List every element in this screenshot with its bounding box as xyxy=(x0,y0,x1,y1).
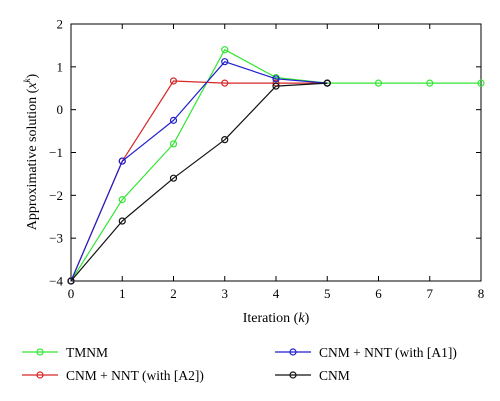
series-line-cnm-nnt-with-a2 xyxy=(70,80,328,282)
data-point-cnm xyxy=(323,79,331,87)
x-tick-label: 5 xyxy=(324,286,331,301)
y-axis-title: Approximative solution (xk) xyxy=(22,73,40,230)
series-cnm-nnt-with-a1 xyxy=(67,58,331,285)
x-axis-title-variable: k xyxy=(298,311,305,326)
x-axis-title: Iteration (k) xyxy=(243,311,310,326)
x-tick-label: 6 xyxy=(375,286,382,301)
data-point-tmnm xyxy=(426,79,434,87)
y-tick-label: 2 xyxy=(57,17,64,32)
axis-ticks: 0 1 2 3 4 5 6 7 8 −4 −3 −2 −1 0 1 2 xyxy=(49,17,484,302)
x-tick-label: 7 xyxy=(427,286,434,301)
data-point-tmnm xyxy=(169,140,178,148)
y-axis-title-superscript: k xyxy=(22,77,32,82)
legend-item-cnm: CNM xyxy=(275,368,350,383)
series-line-tmnm xyxy=(70,49,481,282)
legend-item-tmnm: TMNM xyxy=(22,345,108,360)
data-point-cnm-nnt-with-a1 xyxy=(169,116,178,124)
x-tick-label: 2 xyxy=(170,286,177,301)
legend-marker-cnm xyxy=(289,371,297,379)
data-point-tmnm xyxy=(374,79,383,87)
legend-label-tmnm: TMNM xyxy=(66,345,108,360)
data-point-cnm xyxy=(67,277,75,285)
x-axis-title-close-paren: ) xyxy=(305,311,310,326)
data-point-tmnm xyxy=(477,79,485,87)
legend-item-cnm-nnt-a1: CNM + NNT (with [A1]) xyxy=(275,345,457,360)
data-point-cnm-nnt-with-a1 xyxy=(118,157,126,165)
legend-marker-cnm-nnt-a2 xyxy=(36,371,44,379)
data-point-cnm-nnt-with-a2 xyxy=(221,79,229,87)
y-tick-label: 1 xyxy=(57,59,64,74)
x-tick-label: 3 xyxy=(222,286,229,301)
data-point-tmnm xyxy=(118,196,126,204)
y-axis-title-text: Approximative solution xyxy=(25,97,40,230)
data-point-cnm-nnt-with-a1 xyxy=(221,58,229,66)
legend-marker-cnm-nnt-a1 xyxy=(289,348,297,356)
legend-item-cnm-nnt-a2: CNM + NNT (with [A2]) xyxy=(22,368,204,383)
legend-marker-tmnm xyxy=(36,348,44,356)
x-axis-title-text: Iteration xyxy=(243,311,290,326)
legend-label-cnm: CNM xyxy=(319,368,350,383)
x-tick-label: 8 xyxy=(478,286,485,301)
y-tick-label: −2 xyxy=(49,188,63,203)
series-cnm-nnt-with-a2 xyxy=(67,77,331,285)
data-point-cnm xyxy=(169,174,178,182)
legend-label-cnm-nnt-a1: CNM + NNT (with [A1]) xyxy=(319,345,457,360)
y-tick-label: −3 xyxy=(49,231,63,246)
series-layer xyxy=(67,46,485,285)
legend: TMNM CNM + NNT (with [A2]) CNM + NNT (wi… xyxy=(22,345,457,383)
y-axis-title-variable: x xyxy=(25,82,40,90)
y-tick-label: 0 xyxy=(57,102,64,117)
y-axis-title-open-paren: ( xyxy=(25,88,40,97)
data-point-cnm-nnt-with-a1 xyxy=(272,75,280,83)
series-line-cnm-nnt-with-a1 xyxy=(70,61,328,282)
series-line-cnm xyxy=(70,82,328,282)
series-cnm xyxy=(67,79,331,285)
y-tick-label: −4 xyxy=(49,274,63,289)
data-point-tmnm xyxy=(221,46,229,54)
data-point-cnm xyxy=(272,82,280,90)
x-tick-label: 1 xyxy=(119,286,126,301)
x-tick-label: 4 xyxy=(273,286,280,301)
y-axis-title-close-paren: ) xyxy=(25,73,40,78)
legend-label-cnm-nnt-a2: CNM + NNT (with [A2]) xyxy=(66,368,204,383)
data-point-cnm xyxy=(221,136,229,144)
y-tick-label: −1 xyxy=(49,145,63,160)
x-axis-title-open-paren: ( xyxy=(290,311,299,326)
data-point-cnm xyxy=(118,217,126,225)
data-point-cnm-nnt-with-a2 xyxy=(169,77,178,85)
x-tick-label: 0 xyxy=(68,286,75,301)
